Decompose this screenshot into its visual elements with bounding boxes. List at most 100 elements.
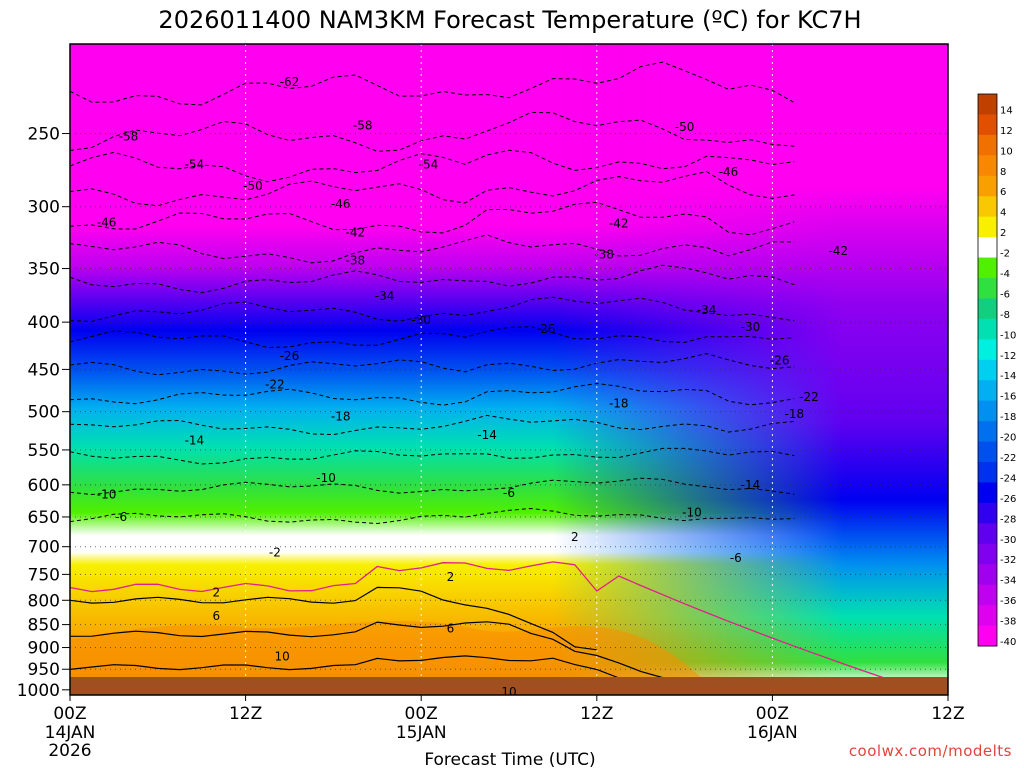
colorbar-swatch: [978, 175, 997, 197]
colorbar-swatch: [978, 380, 997, 402]
contour-label: -2: [269, 545, 281, 559]
contour-label: 6: [447, 621, 455, 635]
colorbar-swatch: [978, 482, 997, 504]
contour-label: -22: [799, 390, 819, 404]
colorbar-label: -28: [1000, 514, 1016, 525]
colorbar-label: -32: [1000, 555, 1016, 566]
y-tick-label: 250: [28, 125, 60, 145]
contour-label: -58: [353, 118, 373, 132]
contour-line: [70, 477, 795, 496]
colorbar-label: -10: [1000, 330, 1016, 341]
colorbar-swatch: [978, 237, 997, 259]
contour-label: -46: [331, 197, 351, 211]
contour-label: 2: [571, 530, 579, 544]
contour-label: -54: [419, 157, 439, 171]
colorbar-swatch: [978, 421, 997, 443]
contour-line-warm: [70, 586, 597, 651]
contour-label: -18: [785, 407, 805, 421]
y-tick-label: 750: [28, 565, 60, 585]
colorbar-label: -40: [1000, 637, 1016, 648]
x-tick-date: 14JAN: [45, 723, 96, 743]
colorbar-label: -14: [1000, 371, 1016, 382]
contour-label: 10: [501, 685, 516, 699]
colorbar-label: 10: [1000, 146, 1013, 157]
colorbar-swatch: [978, 298, 997, 320]
colorbar-label: -26: [1000, 494, 1016, 505]
colorbar-label: -36: [1000, 596, 1016, 607]
y-tick-label: 350: [28, 260, 60, 280]
contour-label: -54: [185, 157, 205, 171]
contour-label: -6: [503, 486, 515, 500]
colorbar-swatch: [978, 625, 997, 647]
x-tick-label: 00Z: [756, 704, 789, 724]
contour-label: -30: [411, 313, 431, 327]
colorbar-label: -18: [1000, 412, 1016, 423]
chart-title: 2026011400 NAM3KM Forecast Temperature (…: [158, 6, 861, 34]
colorbar-label: 2: [1000, 228, 1006, 239]
y-tick-label: 800: [28, 591, 60, 611]
contour-label: -42: [609, 217, 629, 231]
colorbar-label: -12: [1000, 351, 1016, 362]
contour-label: -26: [536, 322, 556, 336]
grid-lines: [70, 44, 948, 695]
contour-label: -14: [477, 428, 497, 442]
colorbar: 14 12 10 8 6 4 2 -2 -4 -6 -8 -10 -12 -14 -16 -18 -20 -22 -…: [977, 93, 1016, 648]
contour-label: -50: [675, 120, 695, 134]
contour-label: -34: [697, 303, 717, 317]
contour-label: -38: [594, 248, 614, 262]
contour-label: -42: [828, 244, 848, 258]
colorbar-swatch: [978, 441, 997, 463]
colorbar-swatch: [978, 523, 997, 545]
colorbar-label: -16: [1000, 392, 1016, 403]
contour-label: 2: [213, 586, 221, 600]
colorbar-swatch: [978, 339, 997, 361]
temperature-field-east: [70, 44, 948, 695]
freezing-line: [70, 561, 948, 689]
contour-line: [70, 414, 795, 436]
colorbar-swatch: [978, 196, 997, 218]
contour-label: -10: [316, 471, 336, 485]
x-tick-label: 00Z: [405, 704, 438, 724]
y-tick-label: 300: [28, 198, 60, 218]
colorbar-label: -30: [1000, 535, 1016, 546]
colorbar-label: -38: [1000, 617, 1016, 628]
contour-label: -14: [741, 478, 761, 492]
x-tick-date: 15JAN: [396, 723, 447, 743]
contour-label: -26: [770, 353, 790, 367]
contour-label: -38: [346, 253, 366, 267]
contour-label: 6: [213, 609, 221, 623]
y-tick-label: 400: [28, 313, 60, 333]
contour-label: -6: [730, 551, 742, 565]
colorbar-label: 12: [1000, 126, 1013, 137]
y-tick-label: 600: [28, 476, 60, 496]
y-tick-label: 900: [28, 639, 60, 659]
contour-line: [70, 296, 795, 322]
x-tick-label: 00Z: [53, 704, 86, 724]
credit-text: coolwx.com/modelts: [849, 742, 1012, 760]
contour-label: -46: [97, 215, 117, 229]
colorbar-swatch: [978, 114, 997, 136]
y-tick-label: 1000: [17, 681, 60, 701]
colorbar-swatch: [978, 278, 997, 299]
colorbar-label: 8: [1000, 167, 1006, 178]
colorbar-label: -34: [1000, 576, 1016, 587]
contour-label: -10: [682, 506, 702, 520]
colorbar-swatch: [978, 257, 997, 279]
y-tick-label: 950: [28, 660, 60, 680]
contour-line: [70, 326, 795, 349]
colorbar-label: 4: [1000, 208, 1006, 219]
x-tick-label: 12Z: [580, 704, 613, 724]
colorbar-swatch: [978, 94, 997, 115]
warm-core: [70, 621, 717, 695]
contour-labels: -62-58-58 -50-54 -54-46-50-46-46-42-42-42-…: [97, 75, 848, 699]
contour-label: -50: [243, 179, 263, 193]
y-tick-label: 550: [28, 441, 60, 461]
x-tick-label: 12Z: [229, 704, 262, 724]
contour-line-warm: [70, 621, 685, 682]
contour-label: 2: [447, 570, 455, 584]
contour-label: -46: [719, 165, 739, 179]
contour-line: [70, 170, 795, 207]
colorbar-swatch: [978, 605, 997, 627]
